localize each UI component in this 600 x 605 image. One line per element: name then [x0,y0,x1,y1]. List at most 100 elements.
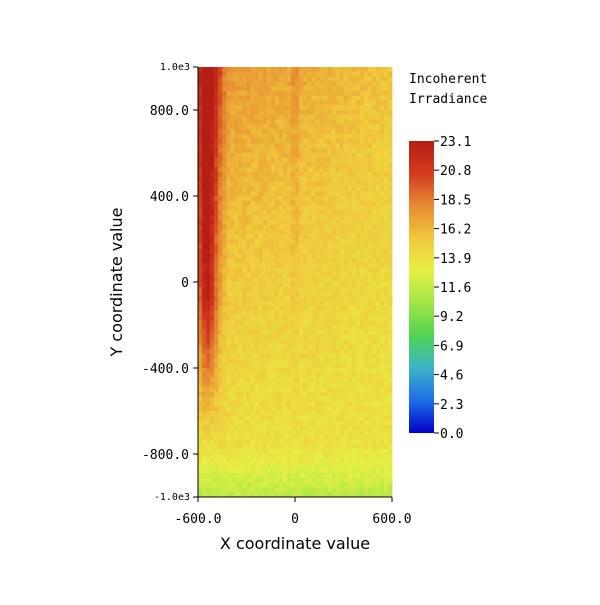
heatmap-cell [339,449,344,455]
heatmap-cell [363,277,369,283]
heatmap-cell [254,358,260,364]
heatmap-cell [214,430,219,436]
heatmap-cell [371,434,377,441]
heatmap-cell [254,76,260,82]
heatmap-cell [379,487,385,493]
heatmap-cell [375,348,381,355]
heatmap-cell [234,463,239,469]
heatmap-cell [339,277,344,283]
heatmap-cell [379,219,385,226]
heatmap-cell [371,176,377,183]
heatmap-cell [319,482,324,488]
heatmap-cell [230,477,235,484]
heatmap-cell [270,396,276,402]
colorbar-tick-label: 13.9 [440,252,471,267]
heatmap-cell [246,129,251,135]
heatmap-cell [351,119,357,125]
heatmap-cell [379,458,385,464]
heatmap-cell [250,124,255,130]
heatmap-cell [250,434,255,441]
heatmap-cell [339,382,344,388]
heatmap-cell [254,305,260,312]
heatmap-cell [307,463,312,469]
heatmap-cell [282,454,288,460]
heatmap-cell [387,272,393,278]
heatmap-cell [371,114,377,120]
heatmap-cell [266,138,272,144]
heatmap-cell [339,215,344,221]
heatmap-cell [250,267,255,273]
heatmap-cell [222,301,227,307]
heatmap-cell [347,406,352,412]
heatmap-cell [282,444,288,450]
heatmap-cell [295,67,300,73]
heatmap-cell [234,71,239,77]
heatmap-cell [206,282,211,288]
heatmap-cell [343,473,348,479]
heatmap-cell [303,262,308,269]
heatmap-cell [343,143,348,149]
heatmap-cell [274,124,280,130]
heatmap-cell [363,67,369,73]
heatmap-cell [222,401,227,407]
heatmap-cell [238,391,243,398]
heatmap-cell [383,272,389,278]
heatmap-cell [254,153,260,159]
heatmap-cell [250,377,255,383]
heatmap-cell [311,86,316,92]
heatmap-cell [295,277,300,283]
heatmap-cell [222,420,227,426]
heatmap-cell [367,124,373,130]
heatmap-cell [270,348,276,355]
heatmap-cell [383,100,389,106]
heatmap-cell [214,420,219,426]
heatmap-cell [375,377,381,383]
heatmap-cell [383,95,389,101]
heatmap-cell [307,110,312,116]
heatmap-cell [303,176,308,183]
heatmap-cell [222,157,227,163]
heatmap-cell [274,239,280,245]
heatmap-cell [355,334,361,340]
heatmap-cell [355,205,361,211]
heatmap-cell [262,473,268,479]
heatmap-cell [230,305,235,312]
heatmap-cell [254,258,260,264]
heatmap-cell [278,420,284,426]
heatmap-cell [331,477,336,484]
heatmap-cell [206,320,211,326]
heatmap-cell [335,153,340,159]
heatmap-cell [246,86,251,92]
heatmap-cell [387,229,393,235]
heatmap-cell [250,95,255,101]
heatmap-cell [347,296,352,302]
heatmap-cell [295,315,300,321]
heatmap-cell [282,286,288,292]
heatmap-cell [206,363,211,369]
heatmap-cell [246,205,251,211]
heatmap-cell [202,282,207,288]
heatmap-cell [246,387,251,393]
heatmap-cell [355,396,361,402]
heatmap-cell [351,172,357,178]
heatmap-cell [295,81,300,87]
heatmap-cell [226,272,231,278]
heatmap-cell [363,387,369,393]
heatmap-cell [383,449,389,455]
heatmap-cell [383,191,389,197]
heatmap-cell [331,463,336,469]
heatmap-cell [250,301,255,307]
heatmap-cell [311,444,316,450]
heatmap-cell [355,372,361,378]
heatmap-cell [274,119,280,125]
heatmap-cell [222,105,227,111]
heatmap-cell [331,301,336,307]
heatmap-cell [230,167,235,173]
heatmap-cell [206,415,211,421]
heatmap-cell [351,105,357,111]
heatmap-cell [246,415,251,421]
heatmap-cell [206,157,211,163]
heatmap-cell [278,387,284,393]
heatmap-cell [206,76,211,82]
heatmap-cell [343,344,348,350]
